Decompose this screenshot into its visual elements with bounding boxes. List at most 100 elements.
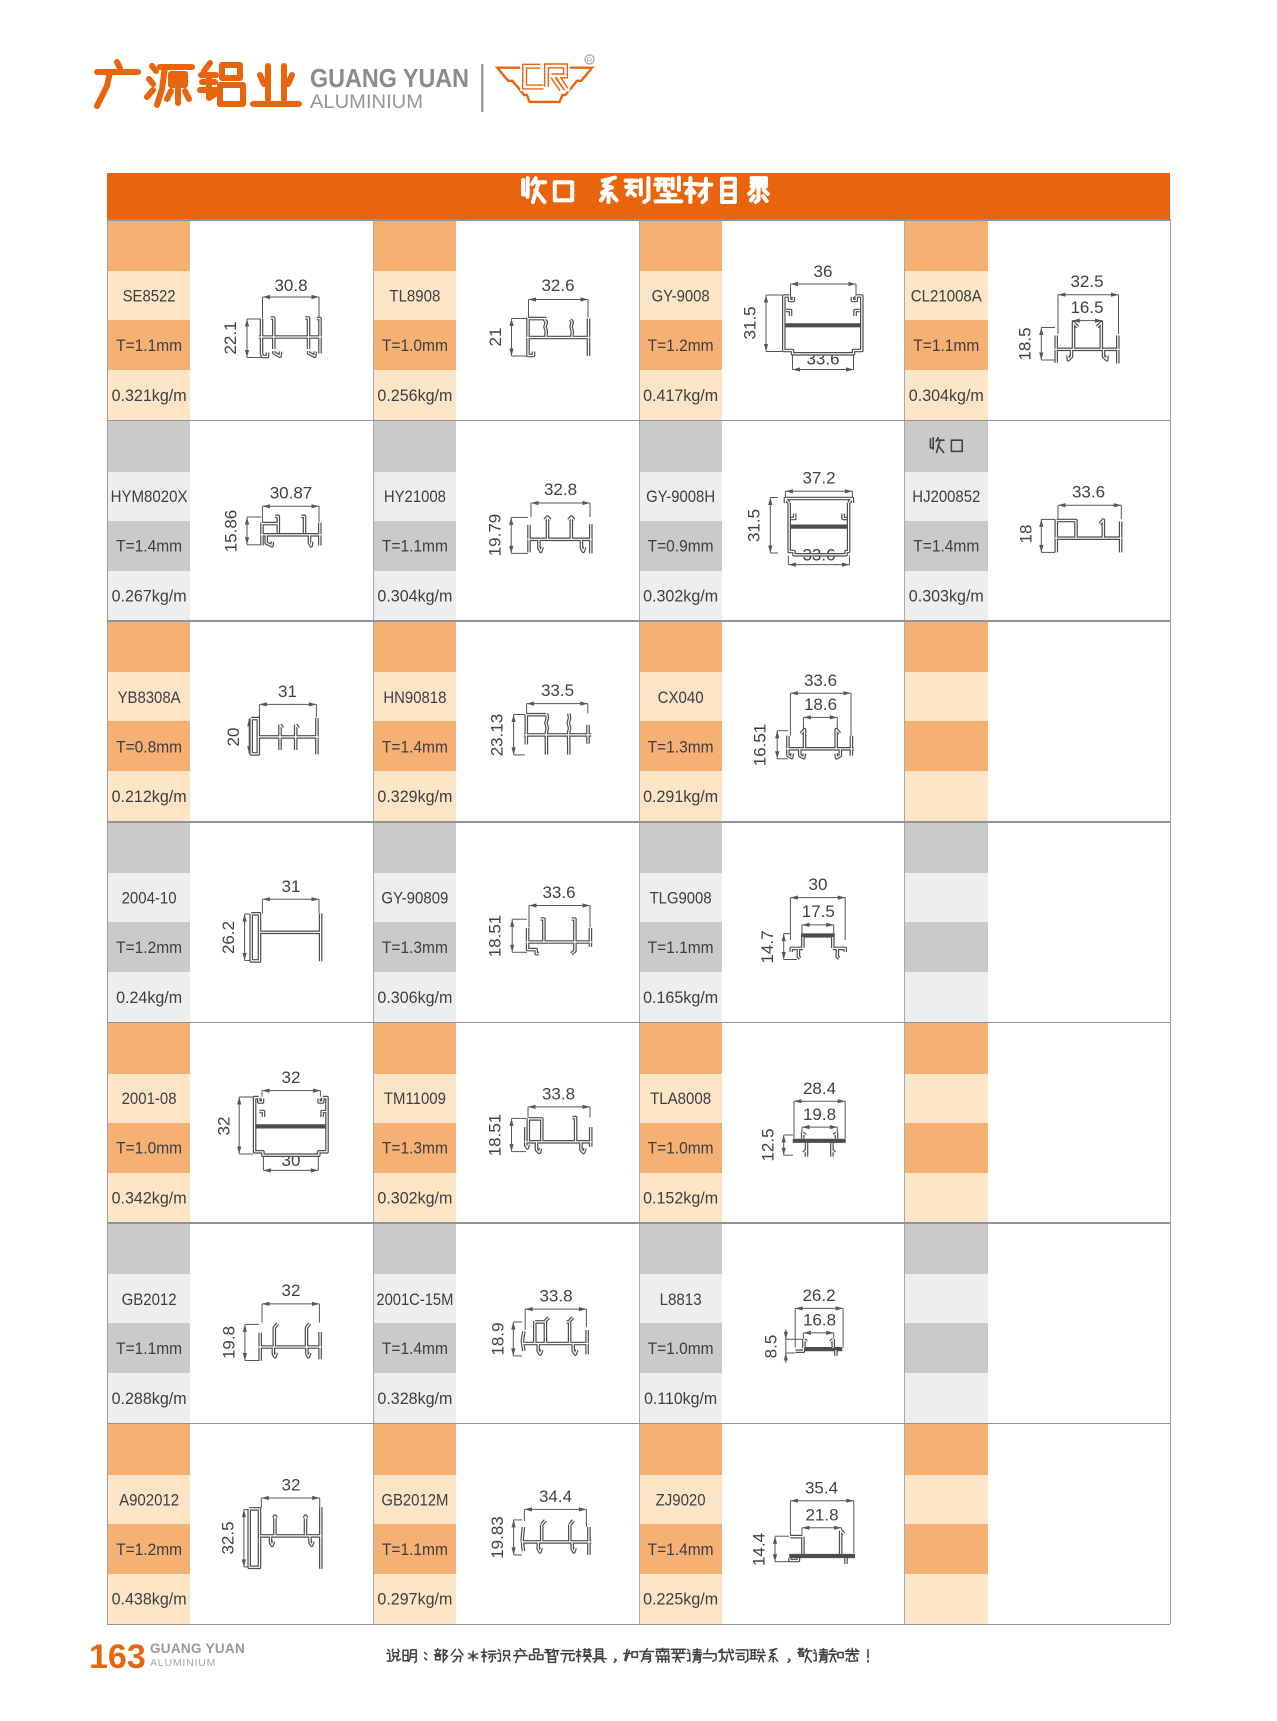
- svg-text:18.51: 18.51: [486, 915, 505, 958]
- svg-text:21.8: 21.8: [805, 1506, 838, 1525]
- svg-text:GY-90809: GY-90809: [381, 889, 448, 908]
- svg-text:0.302kg/m: 0.302kg/m: [643, 587, 718, 606]
- svg-text:GY-9008H: GY-9008H: [646, 487, 715, 506]
- svg-text:T=1.3mm: T=1.3mm: [382, 938, 448, 957]
- svg-text:0.152kg/m: 0.152kg/m: [643, 1188, 718, 1207]
- svg-text:32: 32: [282, 1281, 301, 1300]
- svg-text:0.329kg/m: 0.329kg/m: [377, 787, 452, 806]
- svg-text:33.6: 33.6: [804, 671, 837, 690]
- svg-text:18.5: 18.5: [1016, 327, 1035, 360]
- svg-text:15.86: 15.86: [221, 510, 240, 553]
- svg-text:HJ200852: HJ200852: [912, 487, 980, 506]
- svg-text:18.6: 18.6: [804, 695, 837, 714]
- svg-text:T=1.3mm: T=1.3mm: [648, 737, 714, 756]
- svg-text:19.83: 19.83: [488, 1516, 507, 1559]
- svg-text:31.5: 31.5: [741, 306, 760, 339]
- svg-text:T=0.8mm: T=0.8mm: [116, 737, 182, 756]
- svg-text:8.5: 8.5: [762, 1335, 781, 1359]
- svg-text:T=1.0mm: T=1.0mm: [648, 1139, 714, 1158]
- svg-text:0.321kg/m: 0.321kg/m: [112, 386, 187, 405]
- svg-text:16.5: 16.5: [1070, 298, 1103, 317]
- svg-text:0.304kg/m: 0.304kg/m: [909, 386, 984, 405]
- svg-text:T=1.2mm: T=1.2mm: [648, 336, 714, 355]
- svg-text:GB2012M: GB2012M: [381, 1490, 448, 1509]
- svg-text:A902012: A902012: [119, 1490, 179, 1509]
- svg-text:18.51: 18.51: [486, 1114, 505, 1157]
- svg-text:0.417kg/m: 0.417kg/m: [643, 386, 718, 405]
- svg-text:0.225kg/m: 0.225kg/m: [643, 1590, 718, 1609]
- svg-text:26.2: 26.2: [802, 1286, 835, 1305]
- svg-text:30: 30: [809, 875, 828, 894]
- svg-text:T=1.4mm: T=1.4mm: [116, 537, 182, 556]
- svg-text:T=1.1mm: T=1.1mm: [382, 537, 448, 556]
- svg-text:18: 18: [1017, 525, 1036, 544]
- svg-text:35.4: 35.4: [805, 1479, 838, 1498]
- svg-text:32.5: 32.5: [1070, 272, 1103, 291]
- svg-text:33.5: 33.5: [541, 681, 574, 700]
- svg-text:0.302kg/m: 0.302kg/m: [377, 1188, 452, 1207]
- svg-text:32.6: 32.6: [541, 276, 574, 295]
- svg-text:12.5: 12.5: [759, 1128, 778, 1161]
- svg-text:32: 32: [215, 1117, 234, 1136]
- svg-text:19.8: 19.8: [803, 1105, 836, 1124]
- svg-text:T=1.1mm: T=1.1mm: [116, 1339, 182, 1358]
- svg-text:22.1: 22.1: [221, 321, 240, 354]
- svg-text:T=1.0mm: T=1.0mm: [116, 1139, 182, 1158]
- svg-text:L8813: L8813: [660, 1290, 702, 1309]
- svg-text:GY-9008: GY-9008: [652, 287, 710, 306]
- svg-text:ALUMINIUM: ALUMINIUM: [310, 92, 423, 113]
- svg-text:19.79: 19.79: [486, 514, 505, 557]
- svg-text:19.8: 19.8: [220, 1326, 239, 1359]
- svg-text:GUANG YUAN: GUANG YUAN: [310, 65, 469, 93]
- svg-text:HN90818: HN90818: [383, 688, 446, 707]
- svg-text:T=0.9mm: T=0.9mm: [648, 537, 714, 556]
- svg-text:T=1.4mm: T=1.4mm: [382, 737, 448, 756]
- svg-text:T=1.0mm: T=1.0mm: [648, 1339, 714, 1358]
- svg-text:HY21008: HY21008: [384, 487, 446, 506]
- svg-text:32: 32: [282, 1476, 301, 1495]
- svg-text:2004-10: 2004-10: [122, 889, 177, 908]
- svg-text:0.342kg/m: 0.342kg/m: [112, 1188, 187, 1207]
- svg-text:T=1.2mm: T=1.2mm: [116, 1540, 182, 1559]
- svg-text:HYM8020X: HYM8020X: [111, 487, 188, 506]
- svg-text:ALUMINIUM: ALUMINIUM: [150, 1657, 216, 1669]
- svg-text:0.438kg/m: 0.438kg/m: [112, 1590, 187, 1609]
- svg-text:CX040: CX040: [658, 688, 704, 707]
- svg-text:T=1.2mm: T=1.2mm: [116, 938, 182, 957]
- svg-text:2001-08: 2001-08: [122, 1089, 177, 1108]
- svg-text:26.2: 26.2: [219, 921, 238, 954]
- svg-text:TLA8008: TLA8008: [650, 1089, 711, 1108]
- svg-text:0.304kg/m: 0.304kg/m: [377, 587, 452, 606]
- svg-text:CL21008A: CL21008A: [911, 287, 983, 306]
- svg-text:16.8: 16.8: [803, 1311, 836, 1330]
- svg-text:GB2012: GB2012: [122, 1290, 177, 1309]
- svg-text:0.288kg/m: 0.288kg/m: [112, 1389, 187, 1408]
- svg-text:0.110kg/m: 0.110kg/m: [644, 1389, 717, 1408]
- svg-text:18.9: 18.9: [489, 1322, 508, 1355]
- svg-text:R: R: [587, 56, 593, 65]
- svg-text:17.5: 17.5: [802, 902, 835, 921]
- svg-text:30.87: 30.87: [270, 484, 313, 503]
- svg-text:14.4: 14.4: [750, 1533, 769, 1566]
- svg-text:YB8308A: YB8308A: [118, 688, 182, 707]
- svg-text:23.13: 23.13: [488, 714, 507, 757]
- svg-text:34.4: 34.4: [539, 1487, 572, 1506]
- svg-text:31.5: 31.5: [745, 509, 764, 542]
- svg-text:T=1.1mm: T=1.1mm: [648, 938, 714, 957]
- svg-text:16.51: 16.51: [751, 724, 770, 767]
- svg-text:32: 32: [282, 1068, 301, 1087]
- svg-text:T=1.1mm: T=1.1mm: [116, 336, 182, 355]
- svg-text:20: 20: [224, 728, 243, 747]
- svg-text:36: 36: [814, 262, 833, 281]
- svg-text:32.8: 32.8: [544, 480, 577, 499]
- svg-text:0.297kg/m: 0.297kg/m: [377, 1590, 452, 1609]
- svg-text:TLG9008: TLG9008: [650, 889, 712, 908]
- svg-text:31: 31: [282, 877, 301, 896]
- svg-text:14.7: 14.7: [758, 930, 777, 963]
- svg-text:0.306kg/m: 0.306kg/m: [377, 988, 452, 1007]
- svg-text:T=1.4mm: T=1.4mm: [913, 537, 979, 556]
- svg-text:0.328kg/m: 0.328kg/m: [377, 1389, 452, 1408]
- svg-text:T=1.4mm: T=1.4mm: [382, 1339, 448, 1358]
- svg-text:0.24kg/m: 0.24kg/m: [116, 988, 182, 1007]
- svg-text:33.6: 33.6: [1072, 483, 1105, 502]
